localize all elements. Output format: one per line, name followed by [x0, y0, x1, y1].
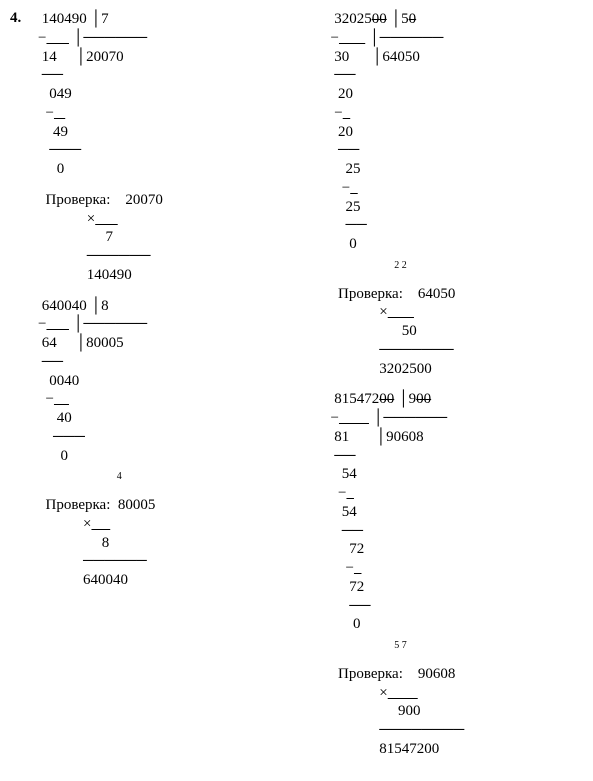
p2-dd: 32025 — [334, 11, 372, 27]
p3-l1: 0040 — [49, 373, 79, 389]
check-label-4: Проверка: — [338, 666, 403, 682]
p2-vc: 0 — [409, 11, 417, 27]
p2-vd: 5 — [401, 11, 409, 27]
p2m-r: 3202500 — [379, 361, 432, 377]
p4-l0: 81 — [334, 429, 349, 445]
p4-l4: 72 — [349, 579, 364, 595]
p3m-r: 640040 — [83, 572, 128, 588]
p2-l4: 25 — [346, 199, 361, 215]
p4-l5: 0 — [353, 616, 361, 632]
p3-divisor: 8 — [101, 298, 109, 314]
p2-quotient: 64050 — [382, 49, 420, 65]
p4-l2: 54 — [342, 504, 357, 520]
division-3: 640040 │8 − │────── 64 │80005 ── 0040 − … — [38, 297, 291, 466]
p3m-c: 4 — [117, 471, 122, 482]
p3-dividend: 640040 — [42, 298, 87, 314]
p2-l5: 0 — [349, 236, 357, 252]
p1-dividend: 140490 — [42, 11, 87, 27]
division-2: 3202500 │50 − │────── 30 │64050 ── 20 − … — [331, 10, 584, 254]
p4m-c: 5 7 — [394, 640, 407, 651]
p3m-a: 80005 — [118, 497, 156, 513]
check-label-3: Проверка: — [46, 497, 111, 513]
p4-dc: 00 — [379, 391, 394, 407]
p2-l3: 25 — [346, 161, 361, 177]
check-1: Проверка: 20070 × 7 ────── 140490 — [38, 191, 291, 285]
p4-quotient: 90608 — [386, 429, 424, 445]
p2-l2: 20 — [338, 124, 353, 140]
left-column: 140490 │7 − │────── 14 │20070 ── 049 − 4… — [38, 10, 291, 771]
problem-number: 4. — [10, 10, 38, 771]
p2m-c: 2 2 — [394, 260, 407, 271]
p2-l1: 20 — [338, 86, 353, 102]
p3m-b: 8 — [102, 535, 110, 551]
p2-l0: 30 — [334, 49, 349, 65]
p2-dc: 00 — [372, 11, 387, 27]
p1-l1: 049 — [49, 86, 72, 102]
p1-l2: 49 — [53, 124, 68, 140]
p1-quotient: 20070 — [86, 49, 124, 65]
check-2: 2 2 Проверка: 64050 × 50 ─────── 3202500 — [331, 266, 584, 379]
p4-dd: 815472 — [334, 391, 379, 407]
p4m-a: 90608 — [418, 666, 456, 682]
p4-l3: 72 — [349, 541, 364, 557]
p1m-b: 7 — [106, 229, 114, 245]
p2m-b: 50 — [402, 323, 417, 339]
p1-divisor: 7 — [101, 11, 109, 27]
p3-l3: 0 — [61, 448, 69, 464]
p3-quotient: 80005 — [86, 335, 124, 351]
p2m-a: 64050 — [418, 286, 456, 302]
p4-vc: 00 — [416, 391, 431, 407]
p3-l2: 40 — [57, 410, 72, 426]
right-column: 3202500 │50 − │────── 30 │64050 ── 20 − … — [331, 10, 584, 771]
p4m-r: 81547200 — [379, 741, 439, 757]
check-label-1: Проверка: — [46, 192, 111, 208]
division-1: 140490 │7 − │────── 14 │20070 ── 049 − 4… — [38, 10, 291, 179]
p4m-b: 900 — [398, 703, 421, 719]
p4-l1: 54 — [342, 466, 357, 482]
content: 140490 │7 − │────── 14 │20070 ── 049 − 4… — [38, 10, 583, 771]
check-3: 4 Проверка: 80005 × 8 ────── 640040 — [38, 477, 291, 590]
p3-l0: 64 — [42, 335, 57, 351]
p1-l3: 0 — [57, 161, 65, 177]
p1m-r: 140490 — [87, 267, 132, 283]
check-label-2: Проверка: — [338, 286, 403, 302]
check-4: 5 7 Проверка: 90608 × 900 ──────── 81547… — [331, 646, 584, 759]
p1-l0: 14 — [42, 49, 57, 65]
division-4: 81547200 │900 − │────── 81 │90608 ── 54 … — [331, 390, 584, 634]
p1m-a: 20070 — [125, 192, 163, 208]
